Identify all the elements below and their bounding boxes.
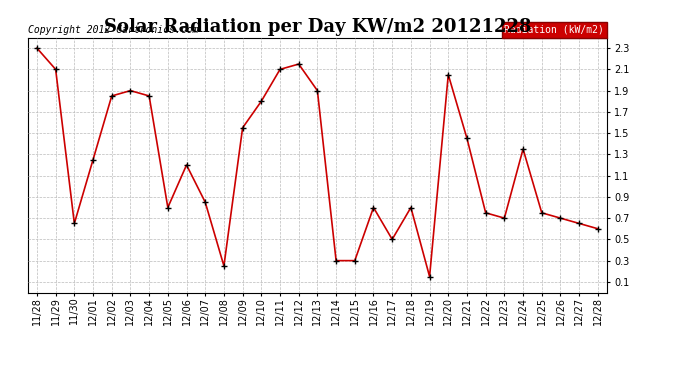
Title: Solar Radiation per Day KW/m2 20121228: Solar Radiation per Day KW/m2 20121228: [104, 18, 531, 36]
Text: Radiation (kW/m2): Radiation (kW/m2): [504, 25, 604, 35]
Text: Copyright 2012 Cartronics.com: Copyright 2012 Cartronics.com: [28, 25, 198, 35]
